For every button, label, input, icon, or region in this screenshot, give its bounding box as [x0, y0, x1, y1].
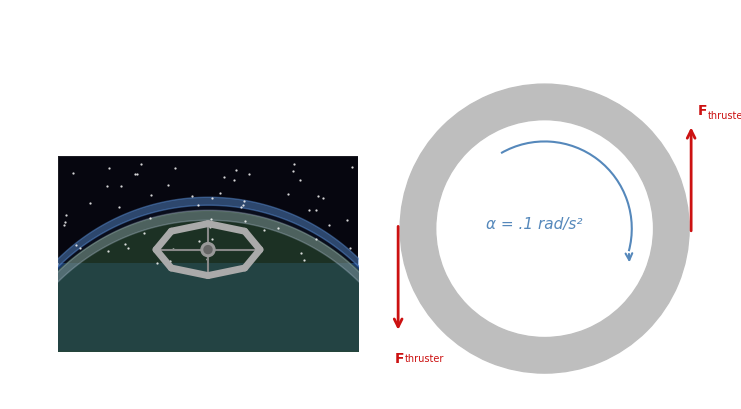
Point [235, 204, 247, 211]
Point [58, 222, 70, 229]
Point [242, 171, 254, 178]
Point [310, 236, 322, 243]
Text: thruster: thruster [708, 110, 741, 120]
Point [205, 224, 216, 231]
Point [272, 225, 284, 232]
Text: α = .1 rad/s²: α = .1 rad/s² [486, 217, 583, 231]
Point [207, 195, 219, 202]
Point [205, 217, 217, 223]
Point [310, 207, 322, 214]
Point [288, 162, 300, 168]
Point [116, 184, 127, 190]
Point [186, 193, 198, 199]
Point [206, 236, 218, 243]
Point [303, 207, 315, 213]
Point [258, 227, 270, 234]
Point [61, 213, 73, 219]
Point [102, 248, 113, 254]
Point [230, 168, 242, 174]
Point [344, 245, 356, 252]
Point [113, 204, 124, 211]
Point [122, 245, 134, 252]
Bar [58, 157, 358, 264]
Point [144, 216, 156, 222]
Point [170, 165, 182, 172]
Circle shape [201, 243, 215, 257]
Point [238, 202, 250, 209]
Point [74, 245, 86, 252]
Text: $\mathbf{F}$: $\mathbf{F}$ [697, 103, 708, 117]
Point [341, 218, 353, 224]
Point [67, 170, 79, 177]
Point [218, 174, 230, 181]
Point [165, 258, 176, 264]
Text: A ring-shaped space station can be approximated as a thin ring 60 meters in diam: A ring-shaped space station can be appro… [8, 8, 707, 79]
Point [323, 222, 335, 229]
Point [239, 199, 250, 205]
Point [346, 164, 358, 171]
Point [59, 219, 70, 226]
Point [101, 184, 113, 190]
Point [193, 238, 205, 245]
Text: thruster: thruster [405, 353, 445, 363]
Text: $\mathbf{F}$: $\mathbf{F}$ [394, 351, 405, 365]
Circle shape [204, 246, 212, 254]
Point [228, 177, 240, 184]
Point [192, 202, 204, 209]
FancyBboxPatch shape [58, 157, 358, 351]
Point [104, 166, 116, 172]
Point [214, 191, 226, 197]
Point [145, 192, 157, 198]
Point [282, 191, 294, 198]
Point [313, 193, 325, 200]
Point [203, 247, 215, 254]
Point [135, 162, 147, 168]
Point [131, 171, 143, 178]
Point [239, 218, 251, 225]
Point [317, 195, 329, 202]
Point [138, 230, 150, 236]
Point [295, 250, 307, 257]
Point [119, 241, 131, 247]
Point [294, 178, 306, 184]
Point [129, 171, 141, 178]
Point [287, 168, 299, 175]
Point [298, 257, 310, 264]
Point [84, 200, 96, 207]
Point [162, 182, 173, 189]
Point [150, 260, 162, 266]
Point [201, 256, 213, 263]
Point [167, 246, 179, 253]
Point [70, 242, 82, 248]
